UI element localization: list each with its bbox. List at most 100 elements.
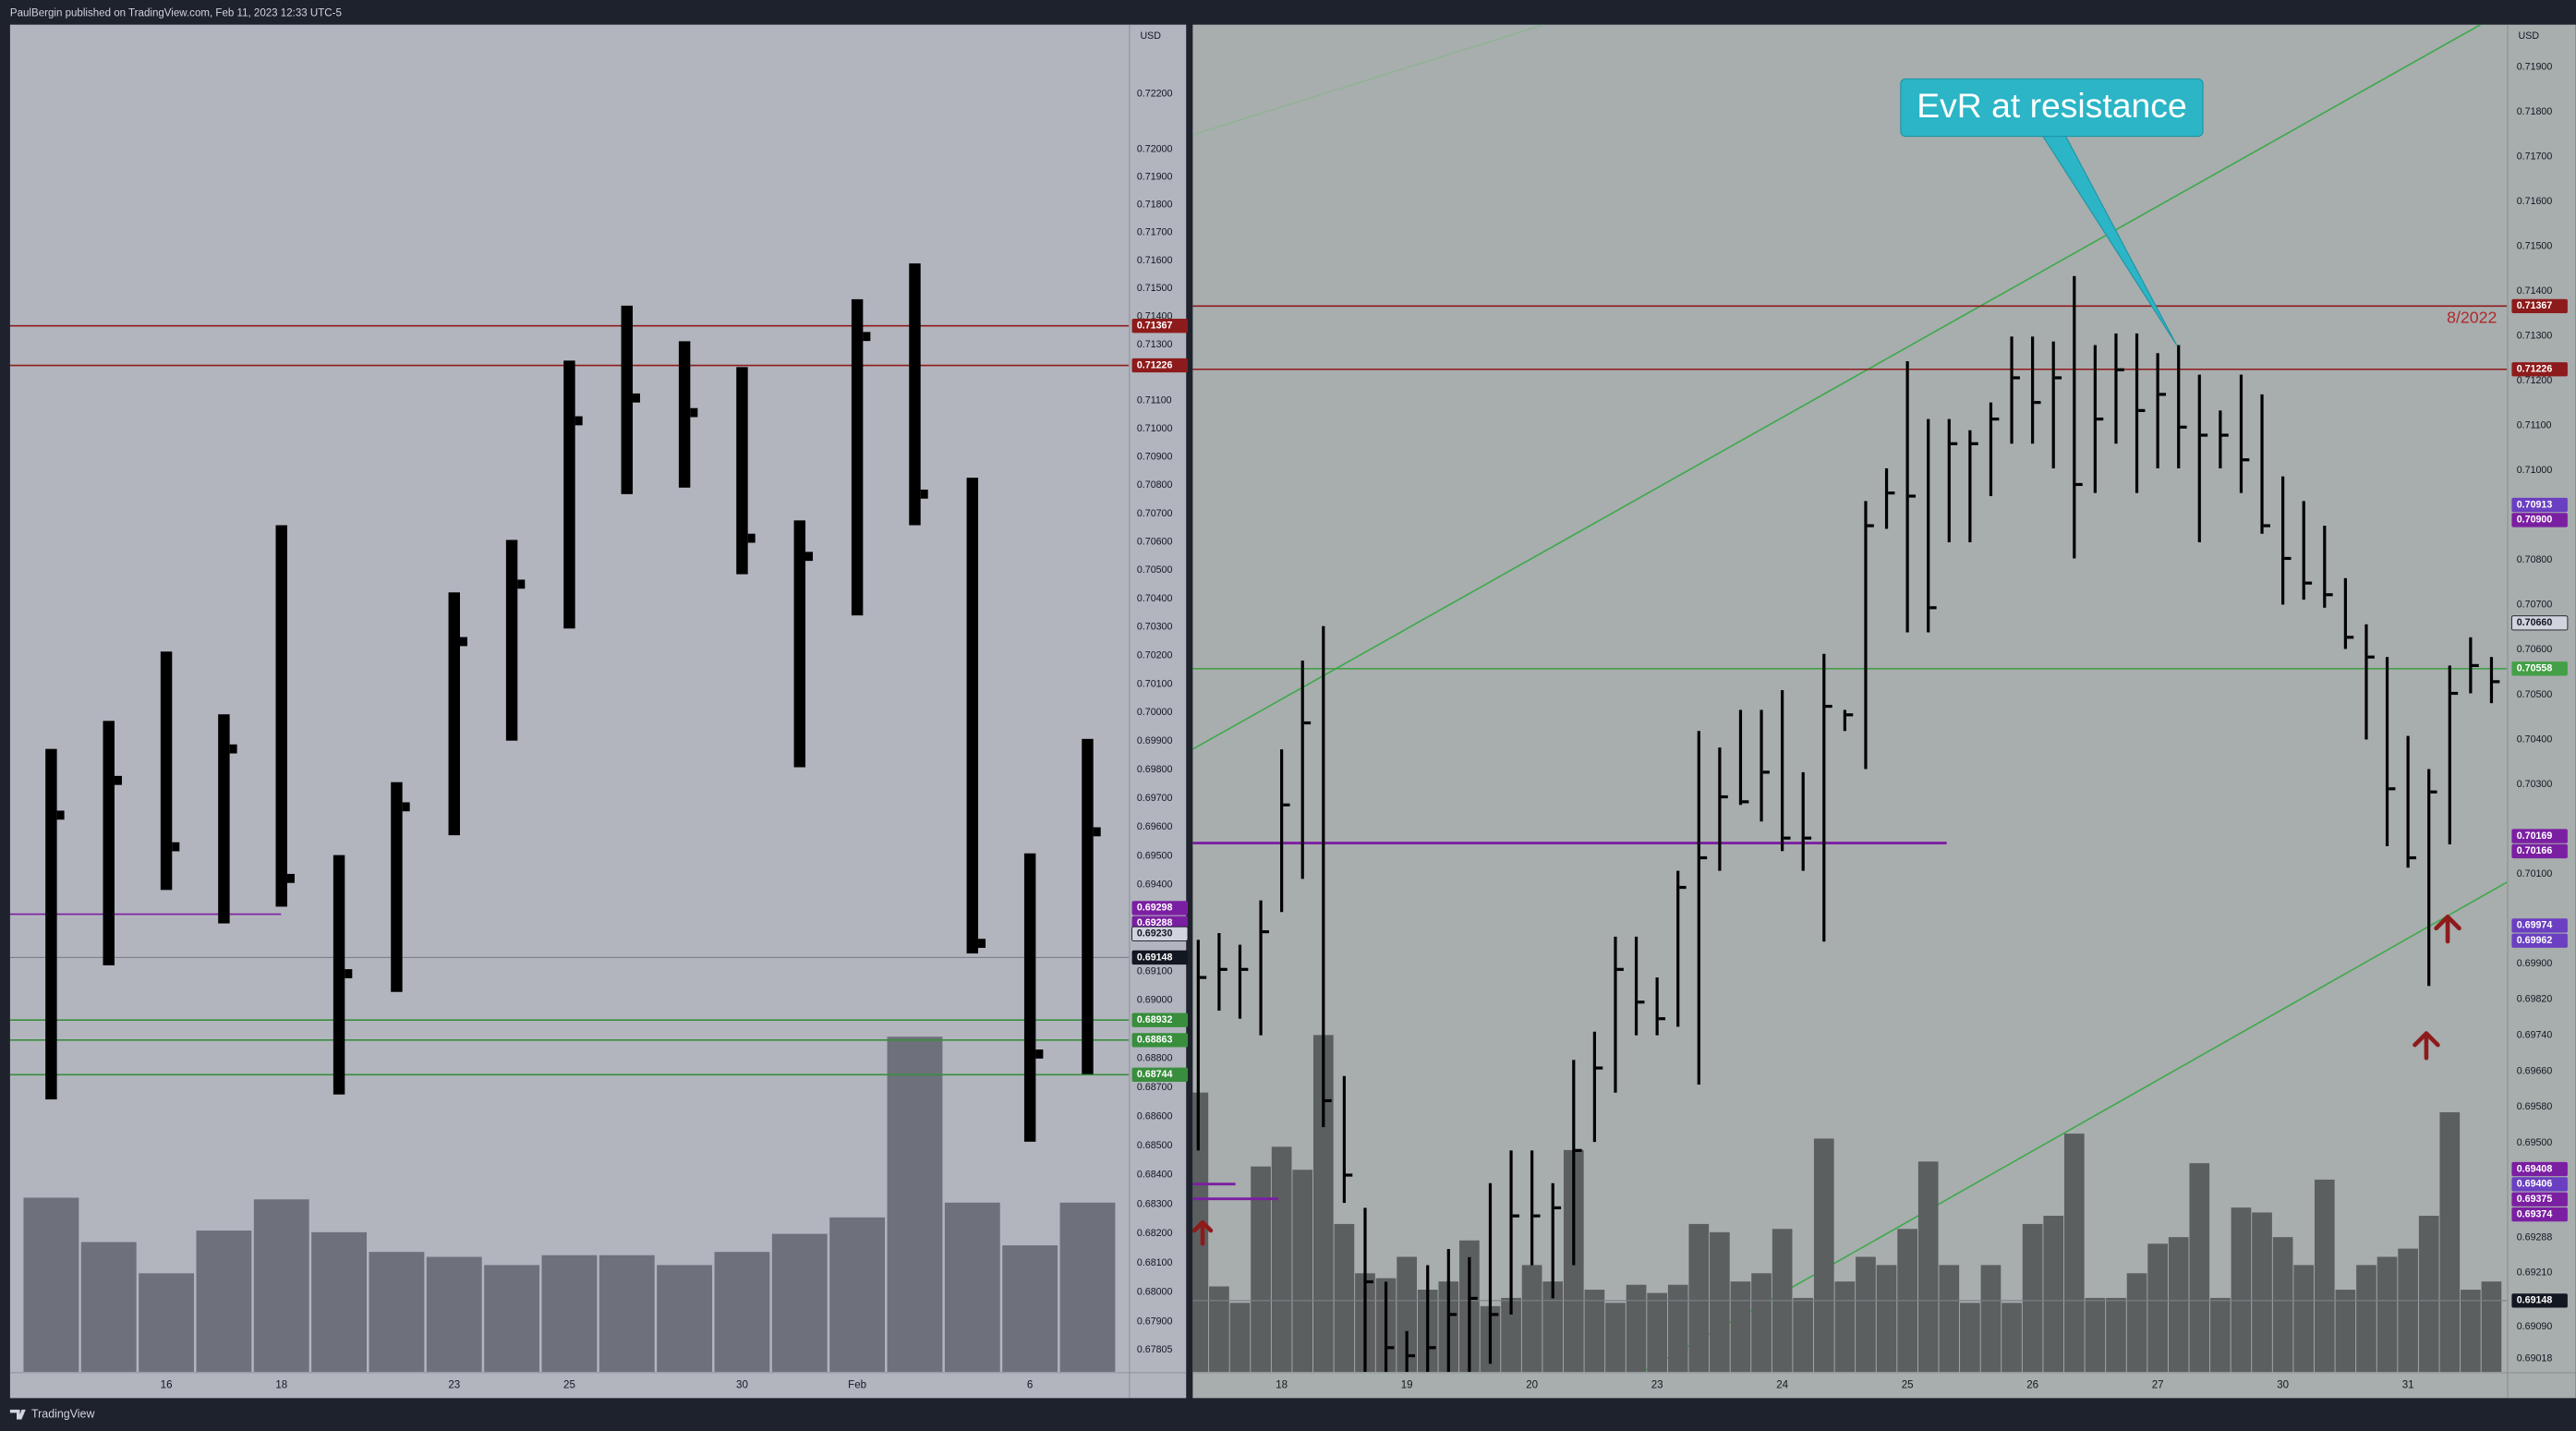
bar-close: [345, 969, 353, 978]
bar-close: [633, 393, 641, 403]
bar-close: [1658, 1017, 1666, 1021]
bar-range: [1384, 1281, 1388, 1372]
y-tick-label: 0.67805: [1137, 1344, 1173, 1355]
bar-close: [747, 533, 756, 543]
bar-close: [1929, 606, 1937, 610]
volume-bar: [1059, 1202, 1116, 1372]
bar-range: [1884, 467, 1889, 529]
y-tick-label: 0.69820: [2517, 994, 2553, 1005]
y-tick-label: 0.69660: [2517, 1065, 2553, 1076]
volume-bar: [369, 1252, 425, 1372]
bar-close: [1595, 1066, 1603, 1070]
bar-range: [851, 298, 864, 616]
bar-range: [1738, 709, 1743, 806]
bar-range: [1592, 1031, 1596, 1143]
bar-range: [1614, 936, 1617, 1093]
price-label-box: [2510, 615, 2569, 631]
x-tick-label: 16: [161, 1379, 173, 1390]
bar-close: [1992, 417, 2000, 421]
volume-bar: [1521, 1265, 1542, 1372]
volume-bar: [657, 1265, 713, 1372]
y-tick-label: 0.69018: [2517, 1353, 2553, 1364]
y-tick-label: 0.71000: [1137, 423, 1173, 434]
volume-bar: [311, 1231, 368, 1372]
price-label-box: [2511, 933, 2568, 948]
y-tick-label: 0.70300: [2517, 779, 2553, 790]
price-label-box: [2511, 298, 2568, 313]
right-panel: [1192, 24, 2576, 1399]
x-tick-label: 19: [1401, 1379, 1413, 1390]
bar-close: [1575, 1148, 1582, 1152]
volume-bar: [2147, 1243, 2168, 1372]
bar-close: [1408, 1353, 1416, 1358]
y-tick-label: 0.71300: [2517, 331, 2553, 342]
volume-bar: [2063, 1134, 2085, 1372]
volume-bar: [1939, 1265, 1960, 1372]
volume-bar: [2418, 1216, 2439, 1372]
y-tick-label: 0.70400: [2517, 734, 2553, 745]
bar-close: [1470, 1296, 1478, 1301]
x-tick-label: 30: [2277, 1379, 2289, 1390]
bar-range: [2406, 735, 2410, 868]
price-label: 0.69974: [2517, 920, 2553, 931]
volume-bar: [714, 1252, 770, 1372]
price-label: 0.68744: [1137, 1069, 1173, 1080]
y-tick-label: 0.71100: [1137, 395, 1172, 406]
price-label-box: [2511, 661, 2568, 676]
bar-range: [793, 520, 806, 768]
bar-close: [2367, 655, 2375, 659]
y-tick-label: 0.68200: [1137, 1228, 1173, 1239]
bar-close: [2180, 425, 2187, 429]
bar-range: [2135, 333, 2139, 493]
bar-close: [2493, 680, 2500, 684]
bar-range: [1968, 430, 1972, 543]
price-label: 0.70900: [2517, 515, 2553, 526]
price-label-box: [1131, 1013, 1189, 1027]
volume-bar: [1730, 1281, 1751, 1372]
bar-range: [1446, 1249, 1450, 1372]
volume-bar: [1584, 1290, 1605, 1372]
y-tick-label: 0.69500: [1137, 850, 1173, 861]
volume-bar: [2376, 1256, 2398, 1372]
left-plot: [9, 263, 1129, 1372]
x-tick-label: 25: [563, 1379, 575, 1390]
y-tick-label: 0.70900: [1137, 452, 1173, 463]
bar-range: [966, 478, 979, 954]
bar-close: [1908, 494, 1917, 498]
bar-close: [978, 939, 986, 949]
volume-bar: [196, 1231, 252, 1372]
bar-close: [1283, 803, 1290, 806]
price-label: 0.69406: [2517, 1179, 2553, 1190]
bar-range: [2197, 374, 2201, 543]
arrows: [1191, 915, 2461, 1246]
y-tick-label: 0.69288: [2517, 1232, 2553, 1243]
bar-close: [1512, 1214, 1519, 1218]
bar-close: [1324, 1098, 1332, 1103]
volume-bar: [1751, 1273, 1772, 1372]
bar-range: [2385, 657, 2389, 846]
bar-close: [863, 332, 871, 342]
volume-bar: [2210, 1297, 2231, 1372]
bar-range: [1551, 1182, 1554, 1299]
volume-bar: [1813, 1138, 1834, 1372]
price-label: 0.68932: [1137, 1014, 1173, 1025]
bar-close: [2096, 417, 2104, 421]
price-label-box: [2511, 829, 2568, 843]
volume-bar: [599, 1255, 655, 1372]
volume-bar: [2085, 1297, 2106, 1372]
bar-range: [1468, 1256, 1471, 1372]
bar-close: [1721, 794, 1728, 799]
currency-label: USD: [2519, 30, 2540, 42]
footer-brand: TradingView: [31, 1407, 95, 1420]
price-label: 0.70169: [2517, 831, 2553, 842]
y-tick-label: 0.70300: [1137, 622, 1173, 633]
bar-range: [333, 855, 345, 1095]
y-tick-label: 0.69800: [1137, 764, 1173, 775]
volume-bar: [1312, 1035, 1334, 1372]
bar-range: [1989, 402, 1993, 497]
bar-range: [1864, 501, 1868, 770]
y-tick-label: 0.71500: [2517, 241, 2553, 252]
bar-close: [920, 489, 928, 499]
bar-range: [1947, 418, 1951, 543]
